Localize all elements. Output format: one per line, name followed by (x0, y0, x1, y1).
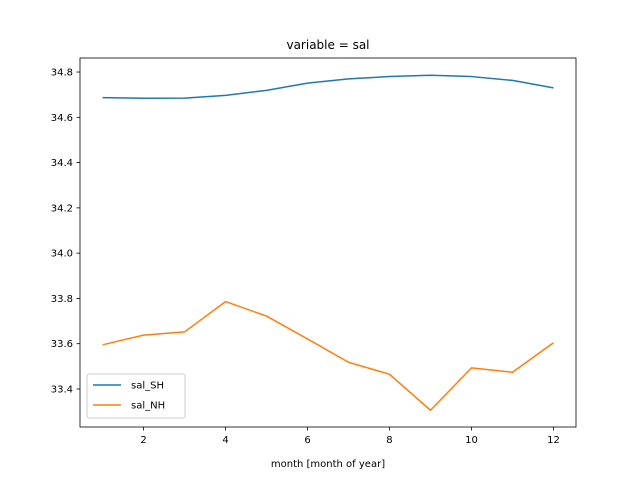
chart-title: variable = sal (286, 38, 369, 52)
x-axis-label: month [month of year] (271, 459, 385, 470)
x-tick-label: 8 (386, 435, 392, 446)
series-layer (102, 74, 554, 411)
y-tick-label: 34.0 (51, 249, 73, 260)
y-tick-label: 34.8 (51, 68, 73, 79)
legend-label-sal_SH: sal_SH (131, 381, 164, 392)
y-tick-label: 33.6 (51, 339, 73, 350)
y-tick-label: 33.4 (51, 384, 73, 395)
y-tick-label: 34.6 (51, 113, 73, 124)
x-tick-label: 6 (304, 435, 310, 446)
y-axis-ticks: 33.4 33.6 33.8 34.0 34.2 34.4 34.6 34.8 (51, 68, 80, 395)
x-tick-label: 10 (465, 435, 478, 446)
x-axis-ticks: 2 4 6 8 10 12 (140, 427, 560, 446)
y-tick-label: 33.8 (51, 294, 73, 305)
x-tick-label: 2 (140, 435, 146, 446)
series-line-sal_NH (102, 300, 554, 411)
plot-frame (79, 57, 577, 428)
series-line-sal_SH (102, 74, 554, 100)
y-tick-label: 34.2 (51, 203, 73, 214)
plot-area (80, 58, 576, 427)
legend-label-sal_NH: sal_NH (131, 401, 165, 412)
y-tick-label: 34.4 (51, 158, 73, 169)
x-tick-label: 4 (222, 435, 228, 446)
axes-layer (79, 57, 577, 428)
legend: sal_SH sal_NH (86, 373, 186, 419)
x-tick-label: 12 (547, 435, 560, 446)
